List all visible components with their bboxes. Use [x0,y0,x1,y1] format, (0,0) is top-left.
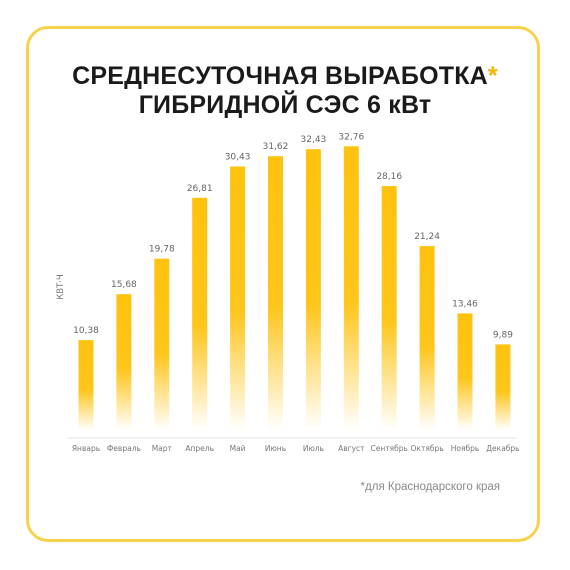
bar-5 [230,166,246,430]
value-label-2: 15,68 [111,280,137,290]
bar-2 [116,294,132,430]
bar-10 [419,246,435,430]
category-label-11: Ноябрь [451,444,480,453]
value-label-9: 28,16 [376,172,402,182]
value-label-7: 32,43 [301,135,327,145]
bar-3 [154,258,170,430]
bar-12 [495,344,511,430]
value-label-8: 32,76 [338,132,364,142]
bar-7 [305,149,321,430]
category-label-12: Декабрь [486,444,519,453]
category-label-8: Август [338,444,365,453]
value-label-11: 13,46 [452,299,478,309]
category-label-10: Октябрь [411,444,444,453]
category-label-3: Март [152,444,173,453]
footnote: *для Краснодарского края [360,481,500,493]
category-label-5: Май [230,444,246,453]
category-label-2: Февраль [107,444,141,453]
value-label-1: 10,38 [73,326,99,336]
title-asterisk: * [487,62,498,90]
category-label-4: Апрель [185,444,214,453]
value-label-6: 31,62 [263,142,289,152]
bar-8 [343,146,359,431]
category-label-7: Июль [303,444,324,453]
category-label-1: Январь [72,444,100,453]
bar-6 [268,156,283,430]
bar-9 [381,186,397,430]
value-label-5: 30,43 [225,153,251,163]
value-label-4: 26,81 [187,184,213,194]
bar-11 [457,313,473,430]
bar-4 [192,197,208,430]
bar-1 [78,340,94,430]
value-label-12: 9,89 [493,330,513,340]
category-label-9: Сентябрь [370,444,407,453]
chart-title: СРЕДНЕСУТОЧНАЯ ВЫРАБОТКА* ГИБРИДНОЙ СЭС … [0,62,570,120]
value-label-3: 19,78 [149,245,175,255]
title-line-1: СРЕДНЕСУТОЧНАЯ ВЫРАБОТКА [72,62,488,90]
title-line-2: ГИБРИДНОЙ СЭС 6 кВт [138,91,432,119]
value-label-10: 21,24 [414,232,440,242]
y-axis-label: КВТ·Ч [56,274,66,300]
category-label-6: Июнь [265,444,286,453]
